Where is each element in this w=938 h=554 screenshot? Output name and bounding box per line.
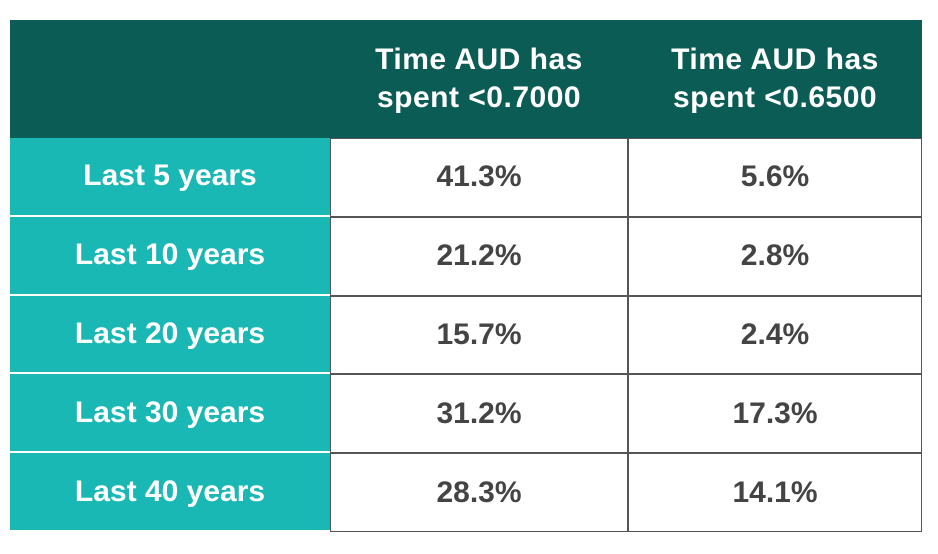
column-header: Time AUD has spent <0.6500: [628, 20, 922, 138]
row-label: Last 5 years: [10, 138, 330, 217]
row-label-text: Last 40 years: [74, 474, 266, 508]
data-cell-text: 2.4%: [740, 317, 810, 351]
data-cell: 17.3%: [628, 374, 922, 454]
data-cell: 28.3%: [330, 453, 628, 532]
data-cell: 5.6%: [628, 138, 922, 217]
data-cell-text: 17.3%: [732, 396, 818, 430]
data-cell-text: 5.6%: [740, 160, 810, 194]
data-cell-text: 28.3%: [436, 475, 522, 509]
data-cell: 31.2%: [330, 374, 628, 454]
column-header-text: Time AUD has spent <0.6500: [671, 43, 879, 114]
data-cell: 2.8%: [628, 216, 922, 296]
table: Time AUD has spent <0.7000 Time AUD has s…: [10, 20, 922, 532]
row-label-text: Last 30 years: [74, 395, 266, 429]
row-label: Last 30 years: [10, 374, 330, 454]
row-label-text: Last 10 years: [74, 238, 266, 272]
row-label: Last 20 years: [10, 295, 330, 375]
data-cell: 15.7%: [330, 295, 628, 375]
column-header: Time AUD has spent <0.7000: [330, 20, 628, 138]
row-label: Last 40 years: [10, 453, 330, 532]
data-cell-text: 14.1%: [732, 475, 818, 509]
data-cell-text: 2.8%: [740, 239, 810, 273]
column-header-text: Time AUD has spent <0.7000: [375, 43, 583, 114]
data-cell: 41.3%: [330, 138, 628, 217]
row-label-text: Last 5 years: [83, 159, 257, 193]
row-label: Last 10 years: [10, 216, 330, 296]
data-cell-text: 21.2%: [436, 239, 522, 273]
data-cell: 14.1%: [628, 453, 922, 532]
header-corner: [10, 20, 330, 138]
data-cell: 21.2%: [330, 216, 628, 296]
row-label-text: Last 20 years: [74, 316, 266, 350]
data-cell: 2.4%: [628, 295, 922, 375]
data-cell-text: 31.2%: [436, 396, 522, 430]
data-cell-text: 41.3%: [436, 160, 522, 194]
data-cell-text: 15.7%: [436, 317, 522, 351]
